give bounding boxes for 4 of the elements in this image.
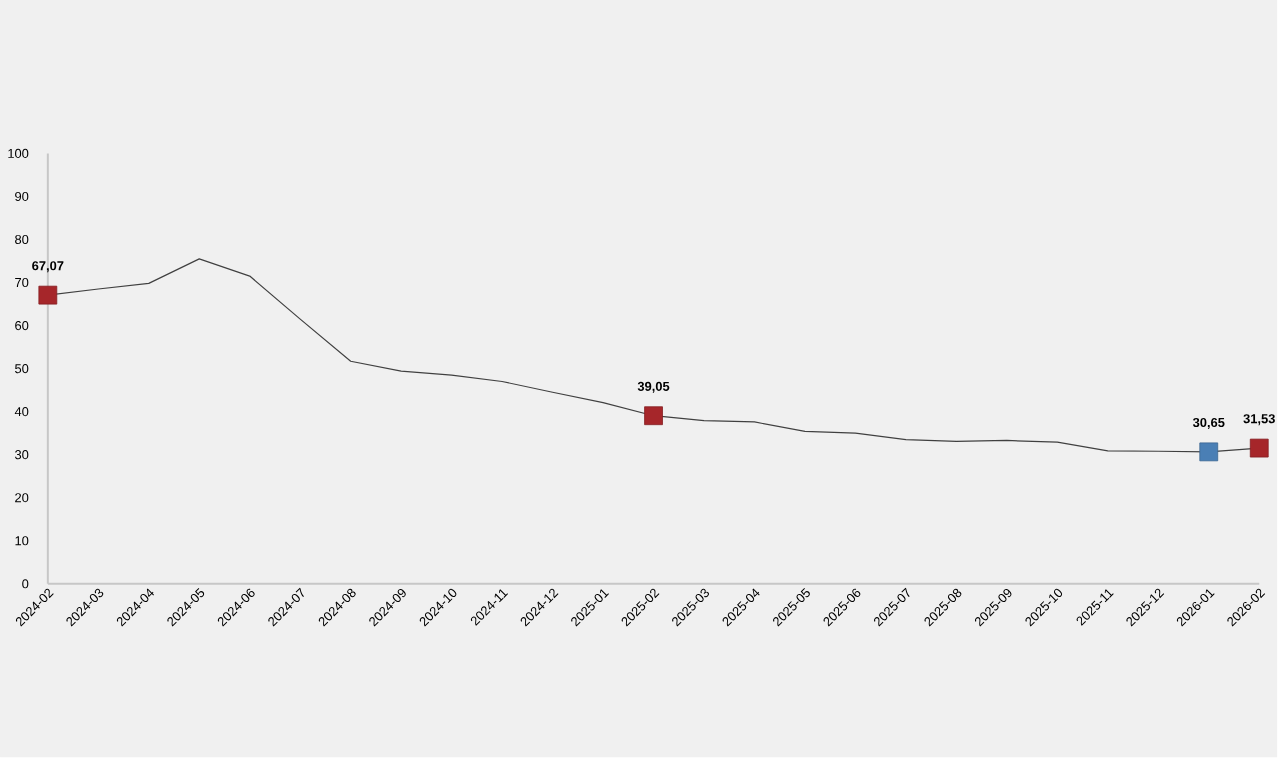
point [1249,439,1269,458]
point [1199,442,1219,462]
point [644,406,663,426]
point [38,286,58,305]
